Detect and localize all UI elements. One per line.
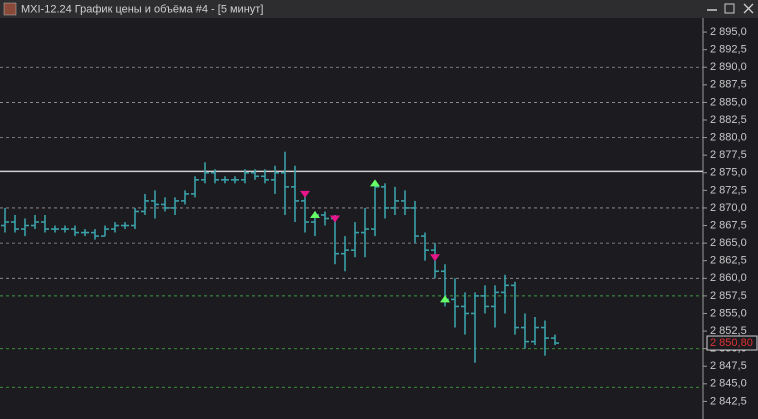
signal-marker (440, 295, 450, 303)
signal-marker (430, 254, 440, 262)
y-tick-label: 2 887,5 (710, 79, 747, 91)
y-tick-label: 2 852,5 (710, 325, 747, 337)
y-tick-label: 2 880,0 (710, 132, 747, 144)
y-tick-label: 2 862,5 (710, 255, 747, 267)
y-tick-label: 2 870,0 (710, 202, 747, 214)
y-tick-label: 2 845,0 (710, 378, 747, 390)
y-tick-label: 2 857,5 (710, 290, 747, 302)
y-tick-label: 2 892,5 (710, 44, 747, 56)
y-tick-label: 2 890,0 (710, 61, 747, 73)
y-tick-label: 2 882,5 (710, 114, 747, 126)
y-tick-label: 2 855,0 (710, 307, 747, 319)
y-tick-label: 2 885,0 (710, 96, 747, 108)
last-price-box (706, 335, 758, 351)
y-tick-label: 2 867,5 (710, 219, 747, 231)
signal-marker (310, 210, 320, 218)
y-tick-label: 2 865,0 (710, 237, 747, 249)
signal-marker (300, 190, 310, 198)
y-tick-label: 2 842,5 (710, 395, 747, 407)
close-button[interactable] (743, 3, 754, 14)
window-title: MXI-12.24 График цены и объёма #4 - [5 м… (21, 3, 263, 15)
y-tick-label: 2 895,0 (710, 26, 747, 38)
y-tick-label: 2 847,5 (710, 360, 747, 372)
y-tick-label: 2 877,5 (710, 149, 747, 161)
y-tick-label: 2 875,0 (710, 167, 747, 179)
y-tick-label: 2 872,5 (710, 184, 747, 196)
y-tick-label: 2 860,0 (710, 272, 747, 284)
signal-marker (370, 179, 380, 187)
title-bar (0, 0, 758, 18)
maximize-button[interactable] (724, 3, 735, 14)
last-price-label: 2 850,80 (710, 337, 753, 349)
signal-marker (330, 215, 340, 223)
window-icon (3, 2, 17, 16)
